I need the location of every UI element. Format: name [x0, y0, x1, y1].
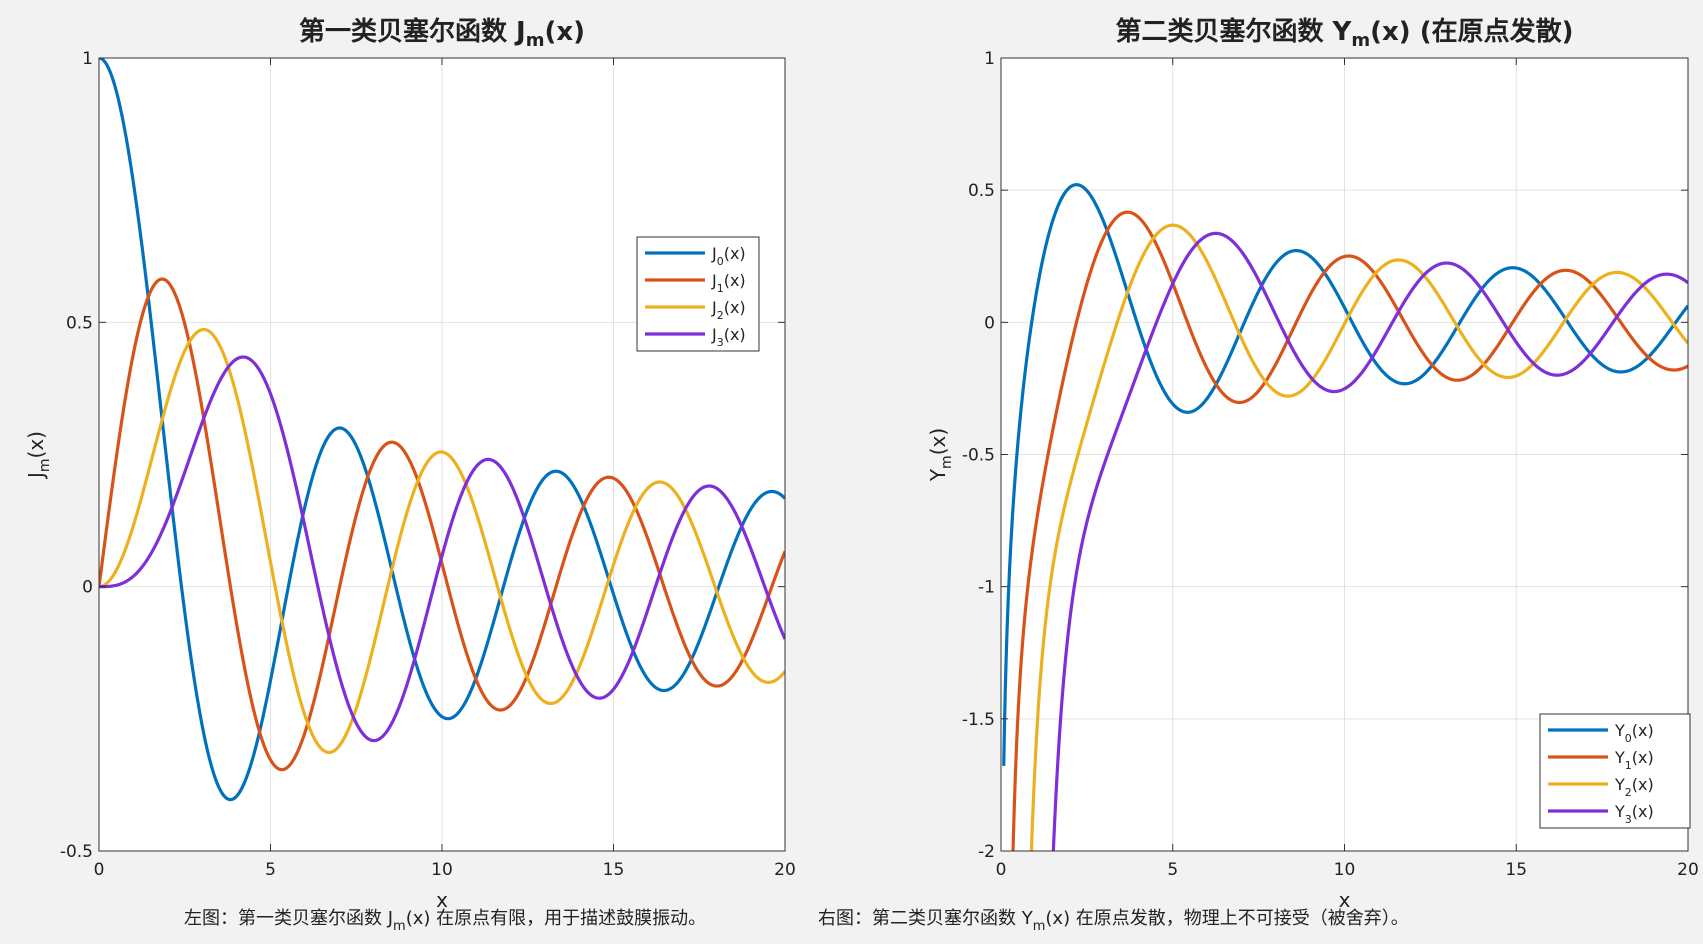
legend-label: J0(x): [711, 244, 746, 268]
x-tick-label: 15: [603, 860, 625, 880]
legend: J0(x) J1(x) J2(x) J3(x): [636, 236, 760, 352]
x-tick-label: 20: [1677, 860, 1699, 880]
y-tick-label: 0.5: [66, 313, 93, 333]
legend-label: Y1(x): [1614, 748, 1654, 772]
y-tick-label: -1.5: [962, 710, 995, 730]
y-tick-label: -2: [978, 842, 995, 862]
y-tick-label: 0: [82, 578, 93, 598]
y-tick-label: -0.5: [962, 446, 995, 466]
caption-left: 左图：第一类贝塞尔函数 Jm(x) 在原点有限，用于描述鼓膜振动。: [184, 908, 706, 934]
legend: Y0(x) Y1(x) Y2(x) Y3(x): [1539, 713, 1691, 829]
chart-2: 0 5 10 15 20 -2 -1.5 -1 -0.5 0 0.5 1 第二类贝塞尔函数 Ym(x) …: [926, 16, 1699, 912]
y-tick-label: 0.5: [968, 181, 995, 201]
series-line-Y1: [1011, 210, 1688, 851]
series-line-Y3: [1051, 231, 1688, 851]
series-line-Y0: [1002, 183, 1688, 766]
x-tick-label: 15: [1505, 860, 1527, 880]
series-line-J2: [99, 327, 785, 755]
y-tick-label: -1: [978, 578, 995, 598]
x-tick-label: 10: [431, 860, 453, 880]
series-line-J0: [99, 58, 785, 802]
y-tick-label: 1: [984, 49, 995, 69]
caption-right: 右图：第二类贝塞尔函数 Ym(x) 在原点发散，物理上不可接受（被舍弃）。: [818, 908, 1409, 934]
x-tick-label: 20: [774, 860, 796, 880]
legend-label: J3(x): [711, 325, 746, 349]
legend-box: [1539, 713, 1691, 829]
legend-label: Y2(x): [1614, 775, 1654, 799]
y-tick-label: 1: [82, 49, 93, 69]
chart-title: 第一类贝塞尔函数 Jm(x): [299, 16, 585, 51]
y-axis-label: Ym(x): [926, 428, 955, 482]
x-tick-label: 0: [94, 860, 105, 880]
chart-title: 第二类贝塞尔函数 Ym(x) (在原点发散): [1115, 16, 1573, 51]
legend-label: Y3(x): [1614, 802, 1654, 826]
x-tick-label: 5: [265, 860, 276, 880]
x-axis-label: x: [436, 888, 448, 912]
legend-label: J2(x): [711, 298, 746, 322]
x-tick-label: 10: [1334, 860, 1356, 880]
y-tick-label: 0: [984, 313, 995, 333]
legend-label: J1(x): [711, 271, 746, 295]
series-line-J3: [99, 355, 785, 743]
y-axis-label: Jm(x): [24, 431, 53, 480]
x-axis-label: x: [1339, 888, 1351, 912]
legend-label: Y0(x): [1614, 721, 1654, 745]
series-line-Y2: [1029, 223, 1688, 851]
x-tick-label: 5: [1167, 860, 1178, 880]
legend-box: [636, 236, 760, 352]
y-tick-label: -0.5: [60, 842, 93, 862]
series-line-J1: [99, 277, 785, 772]
x-tick-label: 0: [996, 860, 1007, 880]
